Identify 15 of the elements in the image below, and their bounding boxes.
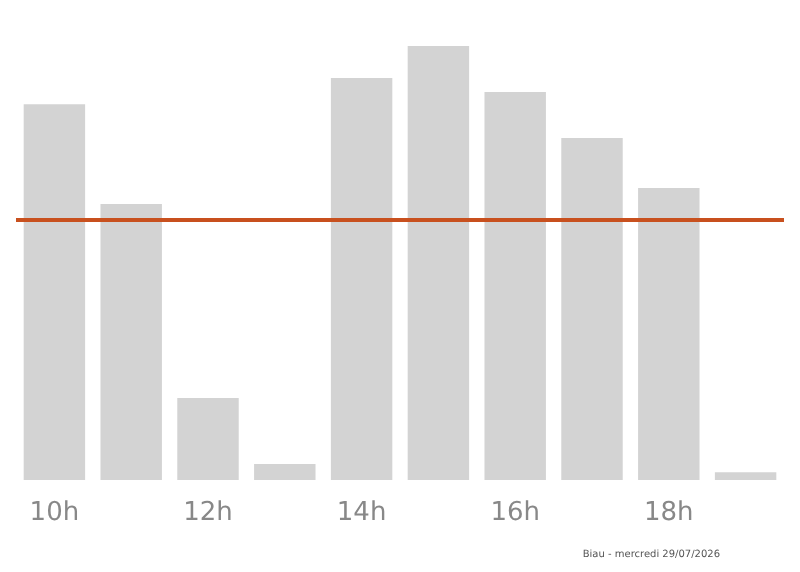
bar bbox=[484, 92, 546, 480]
bar bbox=[100, 203, 162, 480]
x-tick-label: 16h bbox=[490, 498, 540, 528]
x-tick-label: 12h bbox=[183, 498, 233, 528]
x-tick-label: 18h bbox=[644, 498, 694, 528]
x-tick-label: 10h bbox=[29, 498, 80, 528]
bar bbox=[638, 187, 700, 480]
bar bbox=[561, 138, 623, 480]
bar bbox=[177, 397, 239, 480]
bar bbox=[254, 463, 316, 480]
bar bbox=[330, 78, 393, 480]
bar bbox=[407, 46, 470, 480]
bar bbox=[714, 472, 777, 480]
x-tick-label: 14h bbox=[336, 498, 387, 528]
bar bbox=[23, 104, 86, 480]
